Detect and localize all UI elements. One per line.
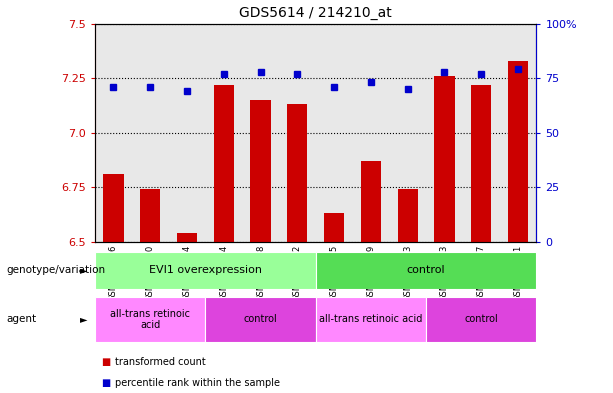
- Bar: [361, 161, 381, 242]
- Bar: [140, 189, 161, 242]
- Text: control: control: [464, 314, 498, 324]
- Text: all-trans retinoic
acid: all-trans retinoic acid: [110, 309, 190, 330]
- Bar: [103, 174, 124, 242]
- Text: control: control: [406, 265, 446, 275]
- Text: ■: ■: [101, 378, 110, 388]
- Bar: [95, 252, 316, 289]
- Bar: [251, 100, 271, 242]
- Bar: [177, 233, 197, 242]
- Text: EVI1 overexpression: EVI1 overexpression: [149, 265, 262, 275]
- Bar: [95, 297, 205, 342]
- Bar: [214, 84, 234, 242]
- Bar: [324, 213, 345, 242]
- Text: transformed count: transformed count: [115, 356, 205, 367]
- Text: ■: ■: [101, 356, 110, 367]
- Bar: [508, 61, 528, 242]
- Text: control: control: [243, 314, 278, 324]
- Bar: [316, 297, 426, 342]
- Bar: [287, 104, 308, 242]
- Text: ►: ►: [80, 265, 88, 275]
- Text: all-trans retinoic acid: all-trans retinoic acid: [319, 314, 422, 324]
- Bar: [435, 76, 455, 242]
- Bar: [316, 252, 536, 289]
- Text: percentile rank within the sample: percentile rank within the sample: [115, 378, 280, 388]
- Text: agent: agent: [6, 314, 36, 324]
- Text: ►: ►: [80, 314, 88, 324]
- Bar: [205, 297, 316, 342]
- Title: GDS5614 / 214210_at: GDS5614 / 214210_at: [239, 6, 392, 20]
- Text: genotype/variation: genotype/variation: [6, 265, 105, 275]
- Bar: [426, 297, 536, 342]
- Bar: [398, 189, 418, 242]
- Bar: [471, 84, 492, 242]
